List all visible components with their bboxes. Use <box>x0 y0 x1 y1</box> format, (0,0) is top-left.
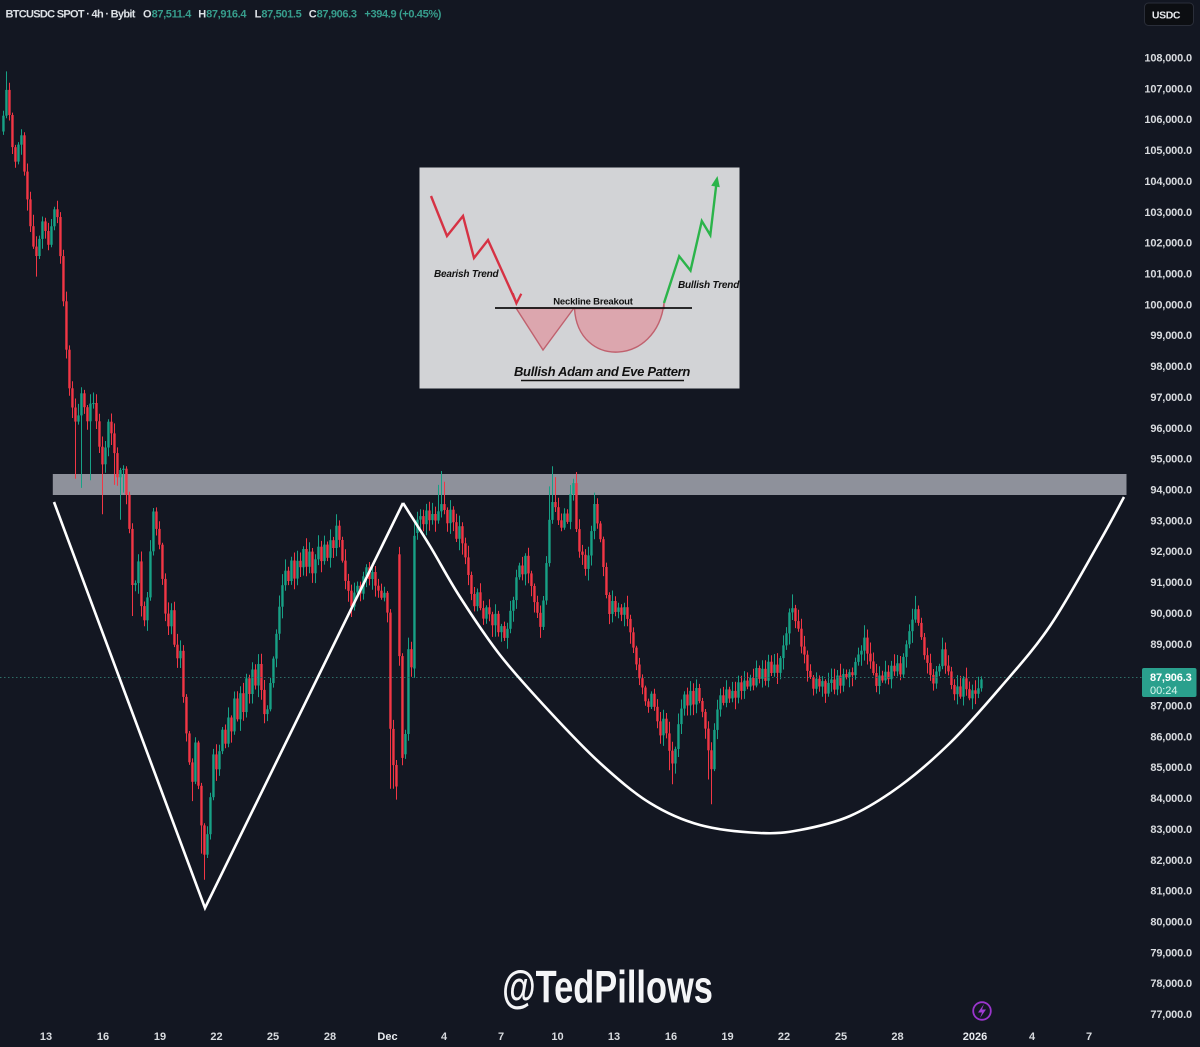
svg-text:81,000.0: 81,000.0 <box>1150 886 1192 898</box>
svg-text:104,000.0: 104,000.0 <box>1144 176 1192 188</box>
svg-text:16: 16 <box>97 1031 109 1043</box>
svg-text:83,000.0: 83,000.0 <box>1150 824 1192 836</box>
svg-text:4: 4 <box>1029 1031 1036 1043</box>
svg-text:107,000.0: 107,000.0 <box>1144 83 1192 95</box>
svg-text:10: 10 <box>551 1031 563 1043</box>
svg-text:105,000.0: 105,000.0 <box>1144 145 1192 157</box>
svg-text:90,000.0: 90,000.0 <box>1150 608 1192 620</box>
svg-text:92,000.0: 92,000.0 <box>1150 546 1192 558</box>
svg-text:13: 13 <box>608 1031 620 1043</box>
svg-text:102,000.0: 102,000.0 <box>1144 238 1192 250</box>
svg-text:USDC: USDC <box>1152 10 1181 22</box>
svg-text:100,000.0: 100,000.0 <box>1144 299 1192 311</box>
svg-text:L87,501.5: L87,501.5 <box>255 9 302 21</box>
svg-text:Bullish Trend: Bullish Trend <box>678 280 740 291</box>
svg-text:16: 16 <box>665 1031 677 1043</box>
svg-text:25: 25 <box>835 1031 847 1043</box>
svg-text:19: 19 <box>721 1031 733 1043</box>
svg-text:O87,511.4: O87,511.4 <box>143 9 192 21</box>
svg-text:C87,906.3: C87,906.3 <box>309 9 357 21</box>
svg-text:82,000.0: 82,000.0 <box>1150 855 1192 867</box>
svg-text:Neckline Breakout: Neckline Breakout <box>553 297 634 308</box>
svg-text:7: 7 <box>1086 1031 1092 1043</box>
svg-text:H87,916.4: H87,916.4 <box>198 9 247 21</box>
svg-text:77,000.0: 77,000.0 <box>1150 1009 1192 1021</box>
svg-text:78,000.0: 78,000.0 <box>1150 978 1192 990</box>
svg-text:19: 19 <box>154 1031 166 1043</box>
svg-text:87,000.0: 87,000.0 <box>1150 701 1192 713</box>
svg-text:Bullish Adam and Eve Pattern: Bullish Adam and Eve Pattern <box>514 364 690 379</box>
svg-text:7: 7 <box>498 1031 504 1043</box>
svg-text:108,000.0: 108,000.0 <box>1144 53 1192 65</box>
svg-text:22: 22 <box>778 1031 790 1043</box>
svg-text:94,000.0: 94,000.0 <box>1150 485 1192 497</box>
svg-text:Bearish Trend: Bearish Trend <box>434 269 500 280</box>
svg-text:96,000.0: 96,000.0 <box>1150 423 1192 435</box>
svg-text:93,000.0: 93,000.0 <box>1150 515 1192 527</box>
svg-text:85,000.0: 85,000.0 <box>1150 762 1192 774</box>
svg-text:00:24: 00:24 <box>1150 685 1178 697</box>
svg-text:91,000.0: 91,000.0 <box>1150 577 1192 589</box>
svg-text:97,000.0: 97,000.0 <box>1150 392 1192 404</box>
svg-text:4: 4 <box>441 1031 448 1043</box>
svg-text:25: 25 <box>267 1031 279 1043</box>
svg-text:+394.9 (+0.45%): +394.9 (+0.45%) <box>364 9 441 21</box>
svg-text:98,000.0: 98,000.0 <box>1150 361 1192 373</box>
svg-text:28: 28 <box>324 1031 336 1043</box>
svg-text:79,000.0: 79,000.0 <box>1150 947 1192 959</box>
svg-text:80,000.0: 80,000.0 <box>1150 917 1192 929</box>
svg-text:84,000.0: 84,000.0 <box>1150 793 1192 805</box>
svg-text:89,000.0: 89,000.0 <box>1150 639 1192 651</box>
svg-text:22: 22 <box>210 1031 222 1043</box>
svg-text:BTCUSDC SPOT · 4h · Bybit: BTCUSDC SPOT · 4h · Bybit <box>6 9 136 21</box>
svg-text:@TedPillows: @TedPillows <box>502 963 713 1012</box>
svg-text:2026: 2026 <box>963 1031 987 1043</box>
svg-text:13: 13 <box>40 1031 52 1043</box>
svg-text:103,000.0: 103,000.0 <box>1144 207 1192 219</box>
svg-text:99,000.0: 99,000.0 <box>1150 330 1192 342</box>
svg-text:101,000.0: 101,000.0 <box>1144 269 1192 281</box>
svg-text:106,000.0: 106,000.0 <box>1144 114 1192 126</box>
svg-text:87,906.3: 87,906.3 <box>1150 672 1192 684</box>
svg-text:95,000.0: 95,000.0 <box>1150 454 1192 466</box>
svg-text:Dec: Dec <box>377 1031 397 1043</box>
svg-text:28: 28 <box>891 1031 903 1043</box>
svg-text:86,000.0: 86,000.0 <box>1150 731 1192 743</box>
